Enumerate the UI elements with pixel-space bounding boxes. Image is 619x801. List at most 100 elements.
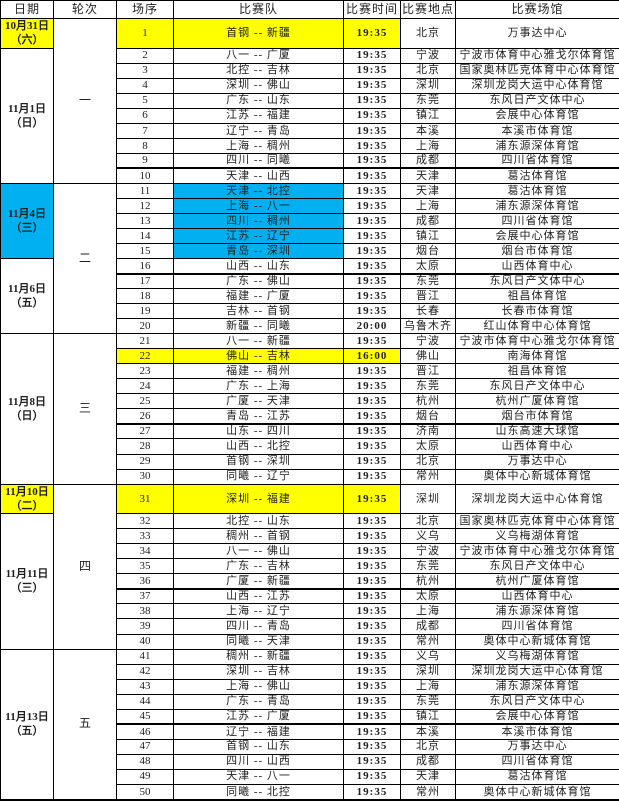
teams-cell[interactable]: 天津 -- 八一 [173,768,344,785]
venue-cell[interactable]: 烟台市体育馆 [455,408,619,425]
time-cell[interactable]: 19:35 [343,768,401,785]
city-cell[interactable]: 北京 [400,18,456,49]
time-cell[interactable]: 19:35 [343,633,401,650]
teams-cell[interactable]: 北控 -- 山东 [173,513,344,530]
venue-cell[interactable]: 南海体育馆 [455,348,619,365]
seq-cell[interactable]: 10 [116,167,174,184]
teams-cell[interactable]: 同曦 -- 辽宁 [173,468,344,485]
teams-cell[interactable]: 广东 -- 上海 [173,378,344,395]
round-cell[interactable]: 二 [53,182,117,335]
city-cell[interactable]: 乌鲁木齐 [400,318,456,335]
venue-cell[interactable]: 义乌梅湖体育馆 [455,648,619,665]
city-cell[interactable]: 常州 [400,783,456,801]
teams-cell[interactable]: 深圳 -- 福建 [173,483,344,515]
teams-cell[interactable]: 山西 -- 江苏 [173,588,344,605]
seq-cell[interactable]: 42 [116,663,174,680]
seq-cell[interactable]: 33 [116,528,174,545]
seq-cell[interactable]: 35 [116,558,174,575]
teams-cell[interactable]: 北控 -- 吉林 [173,62,344,79]
time-cell[interactable]: 19:35 [343,423,401,440]
time-cell[interactable]: 19:35 [343,122,401,139]
date-cell[interactable]: 11月11日 （三） [0,513,54,650]
time-cell[interactable]: 19:35 [343,92,401,109]
seq-cell[interactable]: 48 [116,753,174,770]
seq-cell[interactable]: 23 [116,363,174,380]
seq-cell[interactable]: 22 [116,348,174,365]
teams-cell[interactable]: 同曦 -- 天津 [173,633,344,650]
venue-cell[interactable]: 万事达中心 [455,738,619,755]
time-cell[interactable]: 19:35 [343,273,401,290]
city-cell[interactable]: 上海 [400,197,456,215]
teams-cell[interactable]: 广厦 -- 新疆 [173,573,344,590]
seq-cell[interactable]: 3 [116,62,174,79]
date-cell[interactable]: 11月13日 （五） [0,648,54,801]
venue-cell[interactable]: 奥体中心新城体育馆 [455,468,619,485]
venue-cell[interactable]: 奥体中心新城体育馆 [455,633,619,650]
city-cell[interactable]: 成都 [400,753,456,770]
time-cell[interactable]: 19:35 [343,528,401,545]
teams-cell[interactable]: 佛山 -- 吉林 [173,348,344,365]
teams-cell[interactable]: 广东 -- 山东 [173,92,344,109]
venue-cell[interactable]: 深圳龙岗大运中心体育馆 [455,663,619,680]
seq-cell[interactable]: 27 [116,423,174,440]
seq-cell[interactable]: 21 [116,333,174,350]
seq-cell[interactable]: 18 [116,288,174,305]
time-cell[interactable]: 19:35 [343,107,401,124]
seq-cell[interactable]: 49 [116,768,174,785]
teams-cell[interactable]: 上海 -- 八一 [173,197,344,215]
teams-cell[interactable]: 八一 -- 新疆 [173,333,344,350]
time-cell[interactable]: 19:35 [343,408,401,425]
venue-cell[interactable]: 山东高速大球馆 [455,423,619,440]
seq-cell[interactable]: 9 [116,152,174,170]
col-header-seq[interactable]: 场序 [116,0,174,19]
time-cell[interactable]: 19:35 [343,333,401,350]
col-header-date[interactable]: 日期 [0,0,54,19]
teams-cell[interactable]: 江苏 -- 福建 [173,107,344,124]
time-cell[interactable]: 19:35 [343,573,401,590]
date-cell[interactable]: 10月31日 （六） [0,18,54,49]
col-header-city[interactable]: 比赛地点 [400,0,456,19]
venue-cell[interactable]: 深圳龙岗大运中心体育馆 [455,77,619,94]
date-cell[interactable]: 11月8日 （日） [0,333,54,485]
city-cell[interactable]: 北京 [400,453,456,470]
city-cell[interactable]: 本溪 [400,723,456,740]
city-cell[interactable]: 成都 [400,618,456,635]
teams-cell[interactable]: 福建 -- 广厦 [173,288,344,305]
seq-cell[interactable]: 20 [116,318,174,335]
date-cell[interactable]: 11月1日 （日） [0,47,54,184]
venue-cell[interactable]: 四川省体育馆 [455,618,619,635]
teams-cell[interactable]: 稠州 -- 首钢 [173,528,344,545]
time-cell[interactable]: 19:35 [343,693,401,710]
seq-cell[interactable]: 46 [116,723,174,740]
venue-cell[interactable]: 杭州广厦体育馆 [455,573,619,590]
city-cell[interactable]: 晋江 [400,288,456,305]
seq-cell[interactable]: 8 [116,137,174,154]
time-cell[interactable]: 19:35 [343,303,401,320]
seq-cell[interactable]: 16 [116,258,174,275]
teams-cell[interactable]: 八一 -- 广厦 [173,47,344,64]
venue-cell[interactable]: 长春市体育馆 [455,303,619,320]
venue-cell[interactable]: 会展中心体育馆 [455,107,619,124]
seq-cell[interactable]: 44 [116,693,174,710]
city-cell[interactable]: 上海 [400,678,456,695]
seq-cell[interactable]: 40 [116,633,174,650]
teams-cell[interactable]: 首钢 -- 新疆 [173,18,344,49]
time-cell[interactable]: 19:35 [343,588,401,605]
city-cell[interactable]: 东莞 [400,558,456,575]
city-cell[interactable]: 义乌 [400,528,456,545]
time-cell[interactable]: 19:35 [343,483,401,515]
venue-cell[interactable]: 葛沽体育馆 [455,182,619,199]
teams-cell[interactable]: 广东 -- 吉林 [173,558,344,575]
venue-cell[interactable]: 国家奥林匹克体育中心体育馆 [455,513,619,530]
teams-cell[interactable]: 天津 -- 山西 [173,167,344,184]
city-cell[interactable]: 宁波 [400,47,456,64]
seq-cell[interactable]: 43 [116,678,174,695]
time-cell[interactable]: 19:35 [343,618,401,635]
teams-cell[interactable]: 广厦 -- 天津 [173,393,344,410]
time-cell[interactable]: 19:35 [343,678,401,695]
city-cell[interactable]: 本溪 [400,122,456,139]
city-cell[interactable]: 烟台 [400,243,456,260]
time-cell[interactable]: 19:35 [343,62,401,79]
teams-cell[interactable]: 深圳 -- 佛山 [173,77,344,94]
venue-cell[interactable]: 烟台市体育馆 [455,243,619,260]
